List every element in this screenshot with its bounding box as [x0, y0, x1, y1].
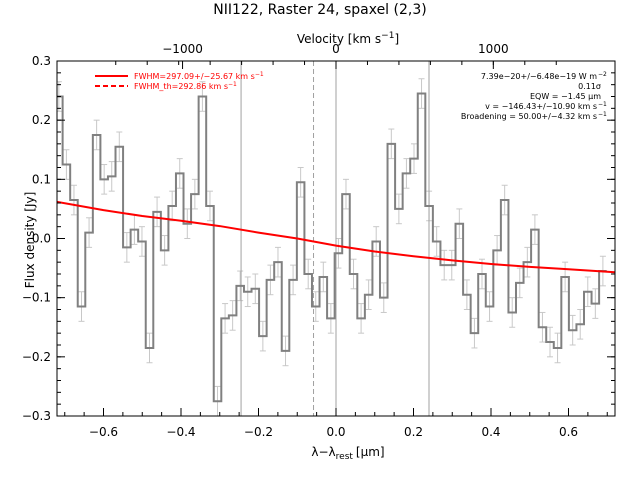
legend-label: FWHM=297.09+/−25.67 km s−1	[134, 71, 264, 81]
annotation-text: v = −146.43+/−10.90 km s	[485, 102, 597, 111]
y-tick-label: 0.1	[32, 172, 51, 186]
top-tick-label: 1000	[478, 42, 509, 56]
spectrum-histogram	[57, 92, 607, 403]
top-tick-label: 0	[332, 42, 340, 56]
annotation-superscript: −2	[598, 71, 607, 78]
x-axis-label: λ−λrest [μm]	[311, 445, 384, 462]
y-tick-label: −0.3	[22, 409, 51, 423]
top-axis-label: Velocity [km s−1]	[297, 31, 399, 46]
x-tick-label: 0.0	[326, 425, 345, 439]
annotation-text: 0.11σ	[578, 82, 601, 91]
y-axis-label: Flux density [Jy]	[23, 192, 37, 289]
y-tick-label: 0.2	[32, 113, 51, 127]
y-tick-label: −0.1	[22, 291, 51, 305]
x-tick-label: −0.4	[166, 425, 195, 439]
plot-area: −0.6 −0.4 −0.2 0.0 0.2 0.4 0.6 −0.3 −0.2 −0.1 0.0 0…	[22, 42, 616, 439]
annotation-text: Broadening = 50.00+/−4.32 km s	[461, 112, 597, 121]
y-tick-label: −0.2	[22, 350, 51, 364]
annotation-superscript: −1	[598, 111, 607, 118]
legend-label: FWHM_th=292.86 km s−1	[134, 81, 237, 91]
annotation-superscript: −1	[598, 101, 607, 108]
chart-title: NII122, Raster 24, spaxel (2,3)	[213, 2, 426, 18]
x-tick-label: 0.4	[481, 425, 500, 439]
x-tick-label: −0.6	[89, 425, 118, 439]
y-tick-label: 0.3	[32, 54, 51, 68]
annotation-text: EQW = −1.45 μm	[530, 92, 601, 101]
x-tick-label: −0.2	[244, 425, 273, 439]
top-tick-label: −1000	[162, 42, 203, 56]
x-tick-label: 0.6	[559, 425, 578, 439]
annotation-text: 7.39e−20+/−6.48e−19 W m	[481, 72, 597, 81]
x-tick-label: 0.2	[404, 425, 423, 439]
errorbar-group	[57, 78, 606, 416]
y-tick-label: 0.0	[32, 232, 51, 246]
fit-line	[57, 200, 615, 274]
